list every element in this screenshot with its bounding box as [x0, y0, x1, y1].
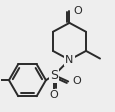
Text: S: S — [50, 69, 58, 82]
Text: O: O — [72, 6, 81, 16]
Text: O: O — [72, 76, 80, 86]
Text: N: N — [65, 55, 73, 65]
Text: O: O — [49, 90, 58, 100]
